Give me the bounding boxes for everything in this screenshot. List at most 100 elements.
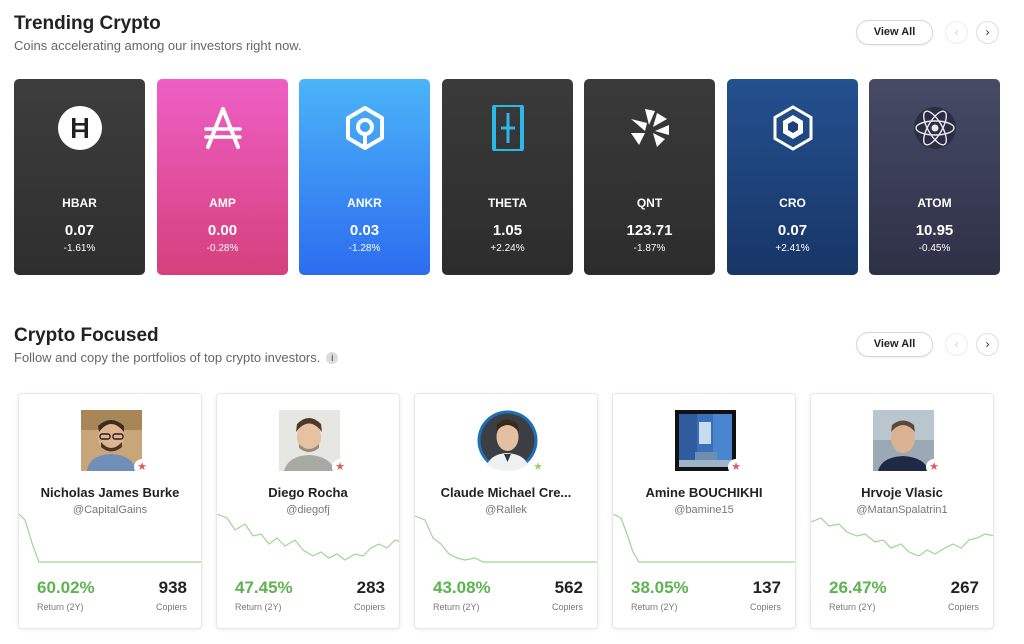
chevron-right-icon: ›: [985, 25, 990, 39]
coin-price: 123.71: [626, 222, 673, 239]
investor-card[interactable]: ★ Nicholas James Burke @CapitalGains 60.…: [18, 393, 202, 629]
coin-change: -0.45%: [918, 243, 951, 254]
section-title: Crypto Focused: [14, 325, 159, 346]
copiers-value: 938: [158, 578, 187, 597]
atom-icon: [912, 105, 958, 151]
section-subtitle-text: Follow and copy the portfolios of top cr…: [14, 350, 321, 365]
investor-card[interactable]: ★ Amine BOUCHIKHI @bamine15 38.05% Retur…: [612, 393, 796, 629]
investor-name[interactable]: Diego Rocha: [268, 485, 348, 500]
chevron-left-icon: ‹: [954, 25, 959, 39]
return-label: Return (2Y): [829, 602, 876, 612]
investor-handle: @bamine15: [674, 504, 734, 516]
qnt-icon: [627, 105, 673, 151]
view-all-button[interactable]: View All: [856, 20, 933, 45]
sparkline-chart: [19, 514, 201, 563]
ankr-icon: [342, 105, 388, 151]
coin-card-ankr[interactable]: ANKR 0.03 -1.28%: [299, 79, 430, 275]
copiers-label: Copiers: [947, 602, 979, 612]
return-value: 60.02%: [37, 578, 95, 597]
copiers-value: 562: [554, 578, 583, 597]
star-icon: ★: [926, 459, 942, 475]
investor-handle: @Rallek: [485, 504, 527, 516]
section-subtitle: Coins accelerating among our investors r…: [14, 38, 302, 53]
investor-name[interactable]: Hrvoje Vlasic: [861, 485, 943, 500]
investor-handle: @diegofj: [286, 504, 330, 516]
amp-icon: [200, 105, 246, 151]
coin-card-amp[interactable]: AMP 0.00 -0.28%: [157, 79, 288, 275]
prev-arrow-button[interactable]: ‹: [945, 21, 968, 44]
investor-name[interactable]: Nicholas James Burke: [40, 485, 180, 500]
sparkline-chart: [811, 517, 993, 557]
hbar-icon: [57, 105, 103, 151]
copiers-value: 283: [356, 578, 385, 597]
coin-card-qnt[interactable]: QNT 123.71 -1.87%: [584, 79, 715, 275]
return-value: 43.08%: [433, 578, 491, 597]
coin-symbol: ATOM: [917, 196, 952, 210]
cro-icon: [770, 105, 816, 151]
avatar[interactable]: [279, 410, 340, 471]
investor-name[interactable]: Amine BOUCHIKHI: [645, 485, 763, 500]
investor-card[interactable]: ★ Diego Rocha @diegofj 47.45% Return (2Y…: [216, 393, 400, 629]
coin-price: 10.95: [915, 222, 954, 239]
investor-name[interactable]: Claude Michael Cre...: [440, 485, 572, 500]
coin-price: 0.00: [207, 222, 238, 239]
coin-price: 0.07: [777, 222, 808, 239]
prev-arrow-button[interactable]: ‹: [945, 333, 968, 356]
next-arrow-button[interactable]: ›: [976, 333, 999, 356]
coin-change: -1.87%: [633, 243, 666, 254]
coin-card-theta[interactable]: THETA 1.05 +2.24%: [442, 79, 573, 275]
copiers-label: Copiers: [749, 602, 781, 612]
section-subtitle: Follow and copy the portfolios of top cr…: [14, 350, 339, 365]
coin-symbol: AMP: [209, 196, 236, 210]
coin-symbol: HBAR: [62, 196, 97, 210]
avatar[interactable]: [81, 410, 142, 471]
section-title: Trending Crypto: [14, 13, 161, 34]
coin-card-cro[interactable]: CRO 0.07 +2.41%: [727, 79, 858, 275]
sparkline-chart: [613, 514, 795, 563]
return-label: Return (2Y): [433, 602, 480, 612]
coin-price: 1.05: [492, 222, 523, 239]
chevron-left-icon: ‹: [954, 337, 959, 351]
coin-symbol: QNT: [636, 196, 663, 210]
trending-crypto-section: Trending Crypto Coins accelerating among…: [0, 0, 1024, 300]
coin-change: -1.28%: [348, 243, 381, 254]
star-icon: ★: [728, 459, 744, 475]
coin-change: -1.61%: [63, 243, 96, 254]
avatar[interactable]: [675, 410, 736, 471]
next-arrow-button[interactable]: ›: [976, 21, 999, 44]
investor-card[interactable]: ★ Hrvoje Vlasic @MatanSpalatrin1 26.47% …: [810, 393, 994, 629]
avatar[interactable]: [477, 410, 538, 471]
coin-symbol: ANKR: [347, 196, 382, 210]
theta-icon: [485, 103, 531, 153]
return-value: 26.47%: [829, 578, 887, 597]
coin-card-hbar[interactable]: HBAR 0.07 -1.61%: [14, 79, 145, 275]
view-all-button[interactable]: View All: [856, 332, 933, 357]
investor-card[interactable]: ★ Claude Michael Cre... @Rallek 43.08% R…: [414, 393, 598, 629]
return-label: Return (2Y): [37, 602, 84, 612]
coin-card-atom[interactable]: ATOM 10.95 -0.45%: [869, 79, 1000, 275]
copiers-label: Copiers: [155, 602, 187, 612]
return-value: 38.05%: [631, 578, 689, 597]
return-value: 47.45%: [235, 578, 293, 597]
copiers-label: Copiers: [551, 602, 583, 612]
coin-change: -0.28%: [206, 243, 239, 254]
investor-handle: @MatanSpalatrin1: [856, 504, 948, 516]
sparkline-chart: [415, 515, 597, 563]
investor-handle: @CapitalGains: [72, 504, 148, 516]
copiers-label: Copiers: [353, 602, 385, 612]
star-icon: ★: [530, 459, 546, 475]
sparkline-chart: [217, 514, 399, 561]
crypto-focused-section: Crypto Focused Follow and copy the portf…: [0, 312, 1024, 644]
coin-symbol: THETA: [487, 196, 528, 210]
star-icon: ★: [332, 459, 348, 475]
return-label: Return (2Y): [631, 602, 678, 612]
copiers-value: 267: [950, 578, 979, 597]
chevron-right-icon: ›: [985, 337, 990, 351]
star-icon: ★: [134, 459, 150, 475]
avatar[interactable]: [873, 410, 934, 471]
info-icon[interactable]: i: [326, 352, 339, 364]
coin-price: 0.03: [349, 222, 380, 239]
coin-price: 0.07: [64, 222, 95, 239]
coin-change: +2.24%: [490, 243, 525, 254]
return-label: Return (2Y): [235, 602, 282, 612]
